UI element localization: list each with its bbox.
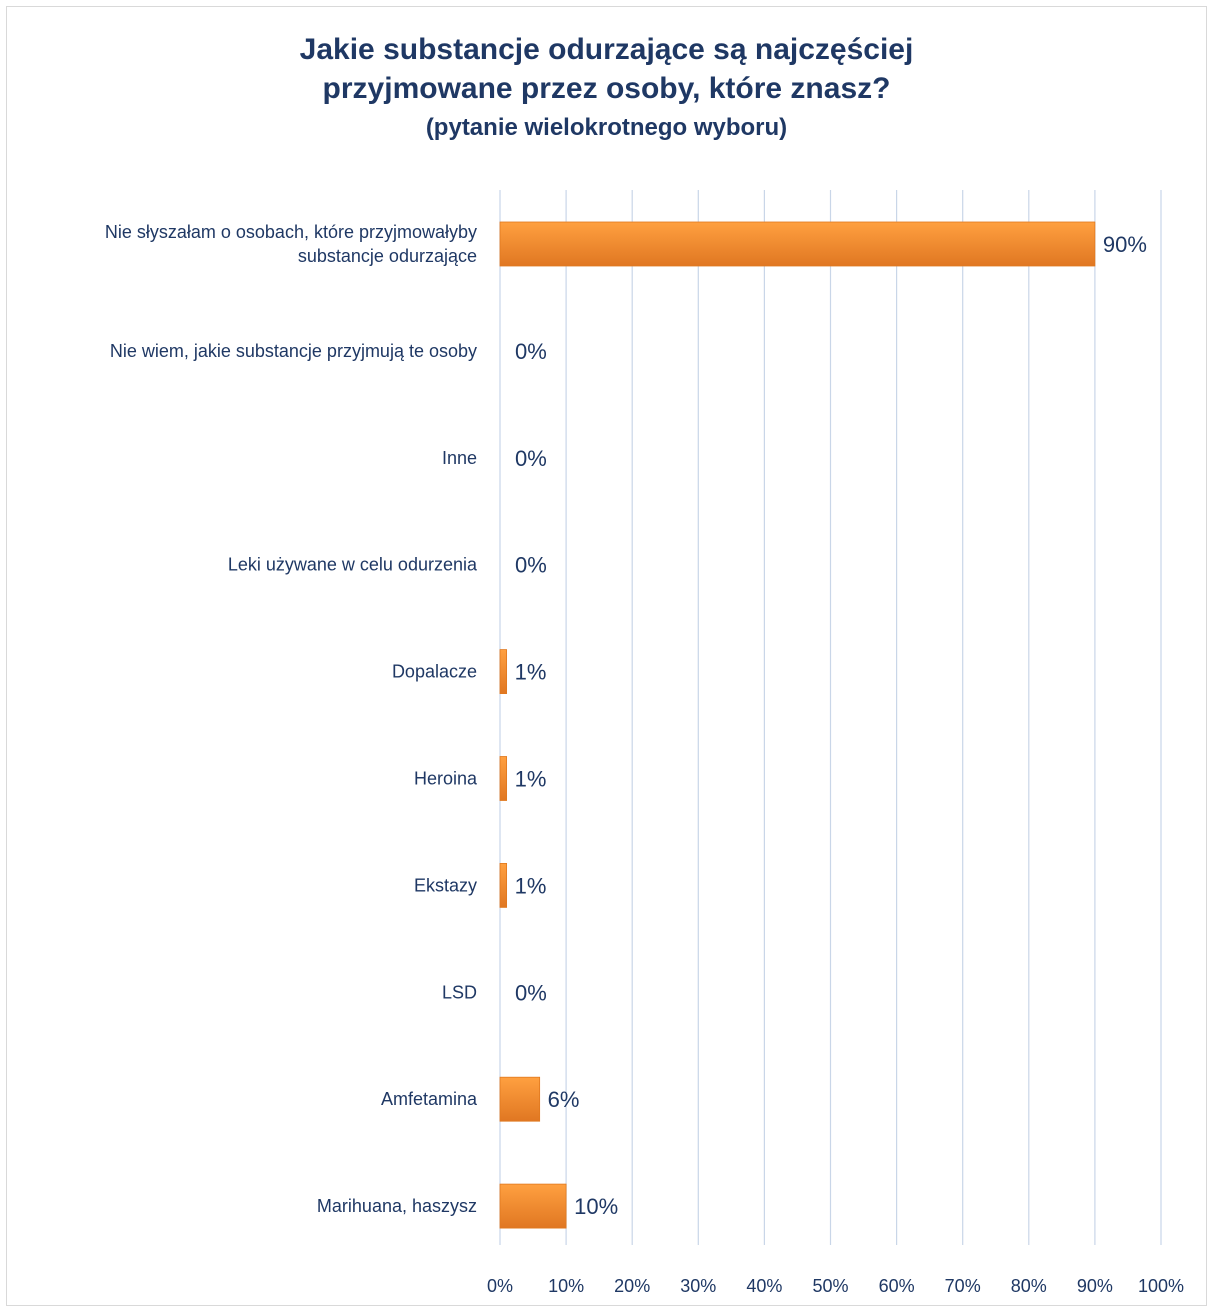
- value-label: 0%: [515, 339, 547, 364]
- category-label: substancje odurzające: [298, 246, 477, 266]
- x-tick-label: 0%: [487, 1276, 513, 1296]
- value-label: 10%: [574, 1194, 618, 1219]
- value-label: 0%: [515, 446, 547, 471]
- category-label: Inne: [442, 448, 477, 468]
- category-label: Nie słyszałam o osobach, które przyjmowa…: [105, 222, 477, 242]
- value-label: 0%: [515, 553, 547, 578]
- x-axis-ticks: 0% 10% 20% 30% 40% 50% 60% 70% 80% 90% 100%: [487, 1276, 1184, 1296]
- x-tick-label: 10%: [548, 1276, 584, 1296]
- value-labels: 90% 0% 0% 0% 1% 1% 1% 0% 6% 10%: [515, 232, 1147, 1219]
- value-label: 1%: [515, 873, 547, 898]
- category-labels: Nie słyszałam o osobach, które przyjmowa…: [105, 222, 478, 1216]
- bars: [499, 221, 1096, 1229]
- x-tick-label: 80%: [1011, 1276, 1047, 1296]
- value-label: 0%: [515, 980, 547, 1005]
- value-label: 1%: [515, 660, 547, 685]
- x-tick-label: 50%: [812, 1276, 848, 1296]
- bar: [499, 1183, 567, 1229]
- chart-title: Jakie substancje odurzające są najczęści…: [0, 30, 1213, 143]
- category-label: Ekstazy: [414, 875, 477, 895]
- bar: [499, 649, 508, 694]
- chart-title-line2: przyjmowane przez osoby, które znasz?: [322, 72, 891, 105]
- category-label: Leki używane w celu odurzenia: [228, 555, 478, 575]
- category-label: Marihuana, haszysz: [317, 1196, 477, 1216]
- category-label: Dopalacze: [392, 662, 477, 682]
- bar: [499, 1076, 541, 1122]
- x-tick-label: 60%: [879, 1276, 915, 1296]
- chart-title-line1: Jakie substancje odurzające są najczęści…: [299, 33, 914, 66]
- grid-lines: [499, 190, 1162, 1245]
- x-tick-label: 20%: [614, 1276, 650, 1296]
- category-label: Heroina: [414, 769, 478, 789]
- x-tick-label: 100%: [1138, 1276, 1184, 1296]
- value-label: 6%: [548, 1087, 580, 1112]
- value-label: 1%: [515, 767, 547, 792]
- category-label: LSD: [442, 982, 477, 1002]
- bar: [499, 221, 1096, 267]
- x-tick-label: 40%: [746, 1276, 782, 1296]
- value-label: 90%: [1103, 232, 1147, 257]
- bar: [499, 756, 508, 801]
- category-label: Nie wiem, jakie substancje przyjmują te …: [110, 341, 477, 361]
- bar: [499, 863, 508, 908]
- category-label: Amfetamina: [381, 1089, 478, 1109]
- x-tick-label: 90%: [1077, 1276, 1113, 1296]
- x-tick-label: 30%: [680, 1276, 716, 1296]
- x-tick-label: 70%: [945, 1276, 981, 1296]
- chart-subtitle: (pytanie wielokrotnego wyboru): [425, 114, 788, 141]
